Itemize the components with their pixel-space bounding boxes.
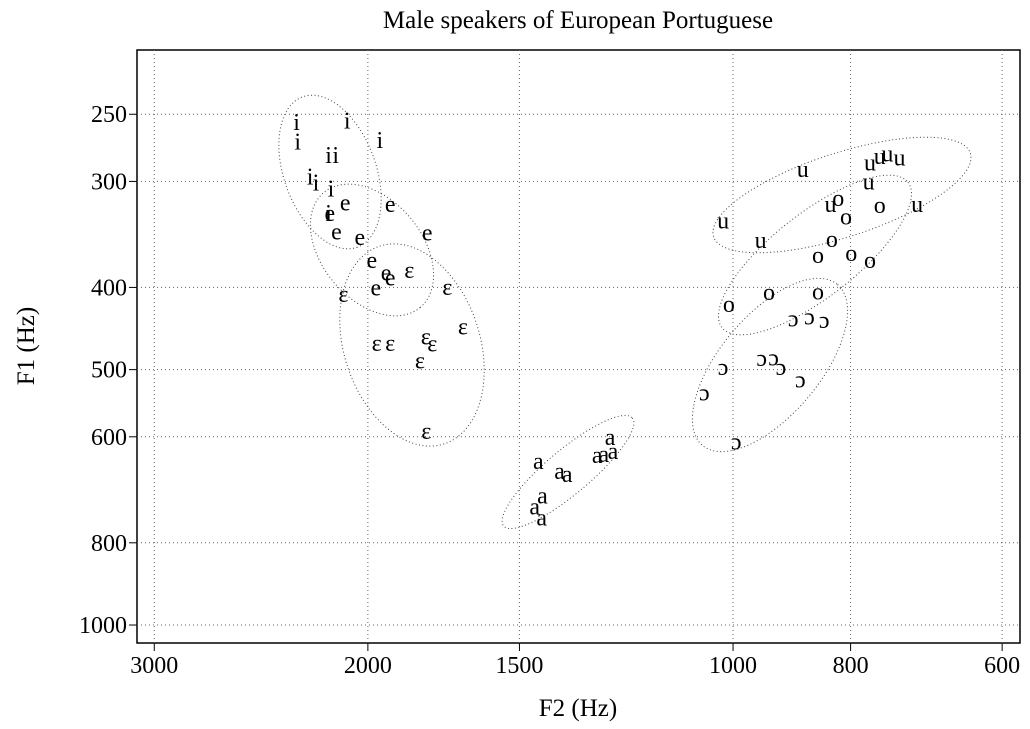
point: ɛ — [404, 258, 414, 284]
point: ɔ — [718, 355, 729, 381]
y-tick-label: 300 — [91, 169, 127, 195]
plot-frame — [136, 49, 1021, 644]
point: o — [874, 193, 886, 219]
point: ɔ — [731, 430, 742, 456]
point: i — [313, 171, 320, 197]
x-axis-label: F2 (Hz) — [539, 695, 617, 722]
point: o — [812, 279, 824, 305]
y-tick-label: 1000 — [79, 613, 127, 639]
point: ɛ — [338, 282, 348, 308]
x-tick-label: 1000 — [709, 653, 757, 679]
point: i — [377, 128, 384, 154]
point: o — [723, 292, 735, 318]
point: ɔ — [804, 305, 815, 331]
point: u — [874, 144, 886, 170]
x-tick-label: 3000 — [130, 653, 178, 679]
x-tick-label: 2000 — [344, 653, 392, 679]
point: ɛ — [421, 419, 431, 445]
x-tick-label: 600 — [984, 653, 1020, 679]
y-tick-label: 800 — [91, 531, 127, 557]
x-tick-label: 1500 — [495, 653, 543, 679]
point: ɛ — [385, 331, 395, 357]
point: i — [294, 129, 301, 155]
ellipse — [712, 136, 972, 254]
point: i — [307, 164, 314, 190]
point: i — [293, 110, 300, 136]
point: e — [381, 261, 392, 287]
point: i — [328, 177, 335, 203]
y-tick-label: 400 — [91, 275, 127, 301]
point: a — [536, 506, 547, 532]
point: e — [331, 219, 342, 245]
point: o — [826, 227, 838, 253]
point: u — [881, 141, 893, 167]
point: o — [845, 241, 857, 267]
point: ɔ — [768, 345, 779, 371]
point: e — [340, 191, 351, 217]
point: u — [894, 145, 906, 171]
point: u — [797, 157, 809, 183]
point: ɔ — [699, 381, 710, 407]
point: u — [825, 192, 837, 218]
point: i — [325, 201, 332, 227]
y-tick-label: 500 — [91, 358, 127, 384]
point: o — [763, 280, 775, 306]
y-tick-label: 250 — [91, 102, 127, 128]
point: u — [755, 228, 767, 254]
y-tick-label: 600 — [91, 425, 127, 451]
point: e — [354, 225, 365, 251]
point: a — [537, 483, 548, 509]
point: ɔ — [776, 355, 787, 381]
point: ɛ — [442, 275, 452, 301]
chart-title: Male speakers of European Portuguese — [383, 7, 773, 34]
point: a — [554, 459, 565, 485]
point: a — [608, 439, 619, 465]
point: ɔ — [819, 308, 830, 334]
point: o — [832, 186, 844, 212]
point: e — [385, 192, 396, 218]
point: ɛ — [458, 315, 468, 341]
x-tick-label: 800 — [833, 653, 869, 679]
point: o — [840, 204, 852, 230]
point: a — [533, 449, 544, 475]
point: a — [598, 442, 609, 468]
point: a — [605, 425, 616, 451]
point: u — [864, 151, 876, 177]
point: e — [385, 265, 396, 291]
point: a — [592, 443, 603, 469]
point: u — [911, 192, 923, 218]
ellipse — [717, 174, 913, 336]
point: ɛ — [372, 331, 382, 357]
point: i — [325, 143, 332, 169]
ellipse — [691, 277, 849, 453]
point: e — [422, 221, 433, 247]
point: ɔ — [788, 306, 799, 332]
point: ɛ — [415, 348, 425, 374]
point: a — [529, 495, 540, 521]
ellipse — [309, 183, 435, 317]
point: i — [344, 108, 351, 134]
point: ɔ — [756, 346, 767, 372]
point: u — [717, 209, 729, 235]
point: e — [371, 276, 382, 302]
point: o — [864, 248, 876, 274]
point: a — [562, 462, 573, 488]
point: ɛ — [427, 332, 437, 358]
ellipse — [278, 94, 382, 250]
ellipse — [339, 243, 485, 447]
point: o — [812, 243, 824, 269]
y-axis-label: F1 (Hz) — [13, 307, 40, 385]
point: i — [332, 143, 339, 169]
point: e — [324, 201, 335, 227]
point: ɛ — [421, 324, 431, 350]
point: e — [367, 248, 378, 274]
point: u — [863, 169, 875, 195]
point: ɔ — [795, 367, 806, 393]
